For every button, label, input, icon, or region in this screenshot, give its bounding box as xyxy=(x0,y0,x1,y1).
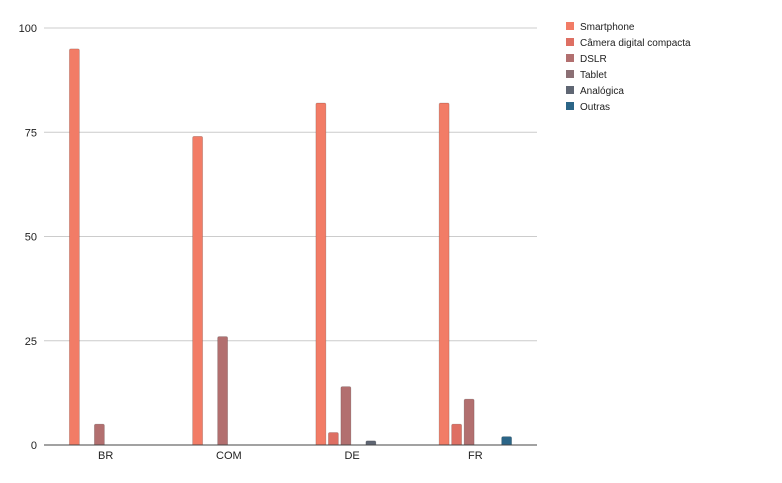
legend-label: Outras xyxy=(580,102,610,113)
legend-item: Smartphone xyxy=(566,22,635,33)
legend-swatch xyxy=(566,22,574,30)
legend-label: Tablet xyxy=(580,70,607,81)
legend-item: Câmera digital compacta xyxy=(566,38,691,49)
bar-c-mera-digital-compacta-fr xyxy=(451,423,463,446)
legend-swatch xyxy=(566,102,574,110)
x-tick-label: FR xyxy=(468,450,483,462)
bar-smartphone-de xyxy=(315,102,327,446)
bar-smartphone-com xyxy=(192,136,204,446)
x-axis-ticks: BR COM DE FR xyxy=(98,450,483,462)
legend-label: Analógica xyxy=(580,86,624,97)
bar-outras-fr xyxy=(501,436,513,446)
y-tick-label: 75 xyxy=(25,127,37,139)
bar-anal-gica-de xyxy=(365,440,377,446)
x-tick-label: DE xyxy=(344,450,359,462)
bar-dslr-fr xyxy=(463,398,475,446)
legend-swatch xyxy=(566,54,574,62)
legend-label: Câmera digital compacta xyxy=(580,38,691,49)
legend-item: Analógica xyxy=(566,86,624,97)
y-axis-ticks: 0 25 50 75 100 xyxy=(19,23,37,452)
y-tick-label: 0 xyxy=(31,440,37,452)
legend-swatch xyxy=(566,70,574,78)
bar-smartphone-fr xyxy=(438,102,450,446)
bar-c-mera-digital-compacta-de xyxy=(327,432,339,446)
bar-dslr-de xyxy=(340,386,352,446)
x-tick-label: BR xyxy=(98,450,113,462)
bar-dslr-br xyxy=(93,423,105,446)
legend: Smartphone Câmera digital compacta DSLR Tab… xyxy=(566,22,691,113)
gridlines xyxy=(44,27,537,342)
y-tick-label: 100 xyxy=(19,23,37,35)
legend-item: Tablet xyxy=(566,70,607,81)
legend-item: Outras xyxy=(566,102,610,113)
y-tick-label: 50 xyxy=(25,232,37,244)
legend-swatch xyxy=(566,86,574,94)
bars xyxy=(68,48,513,446)
y-tick-label: 25 xyxy=(25,336,37,348)
legend-label: DSLR xyxy=(580,54,607,65)
legend-item: DSLR xyxy=(566,54,607,65)
legend-label: Smartphone xyxy=(580,22,635,33)
bar-dslr-com xyxy=(217,336,229,446)
x-tick-label: COM xyxy=(216,450,242,462)
bar-smartphone-br xyxy=(68,48,80,446)
legend-swatch xyxy=(566,38,574,46)
